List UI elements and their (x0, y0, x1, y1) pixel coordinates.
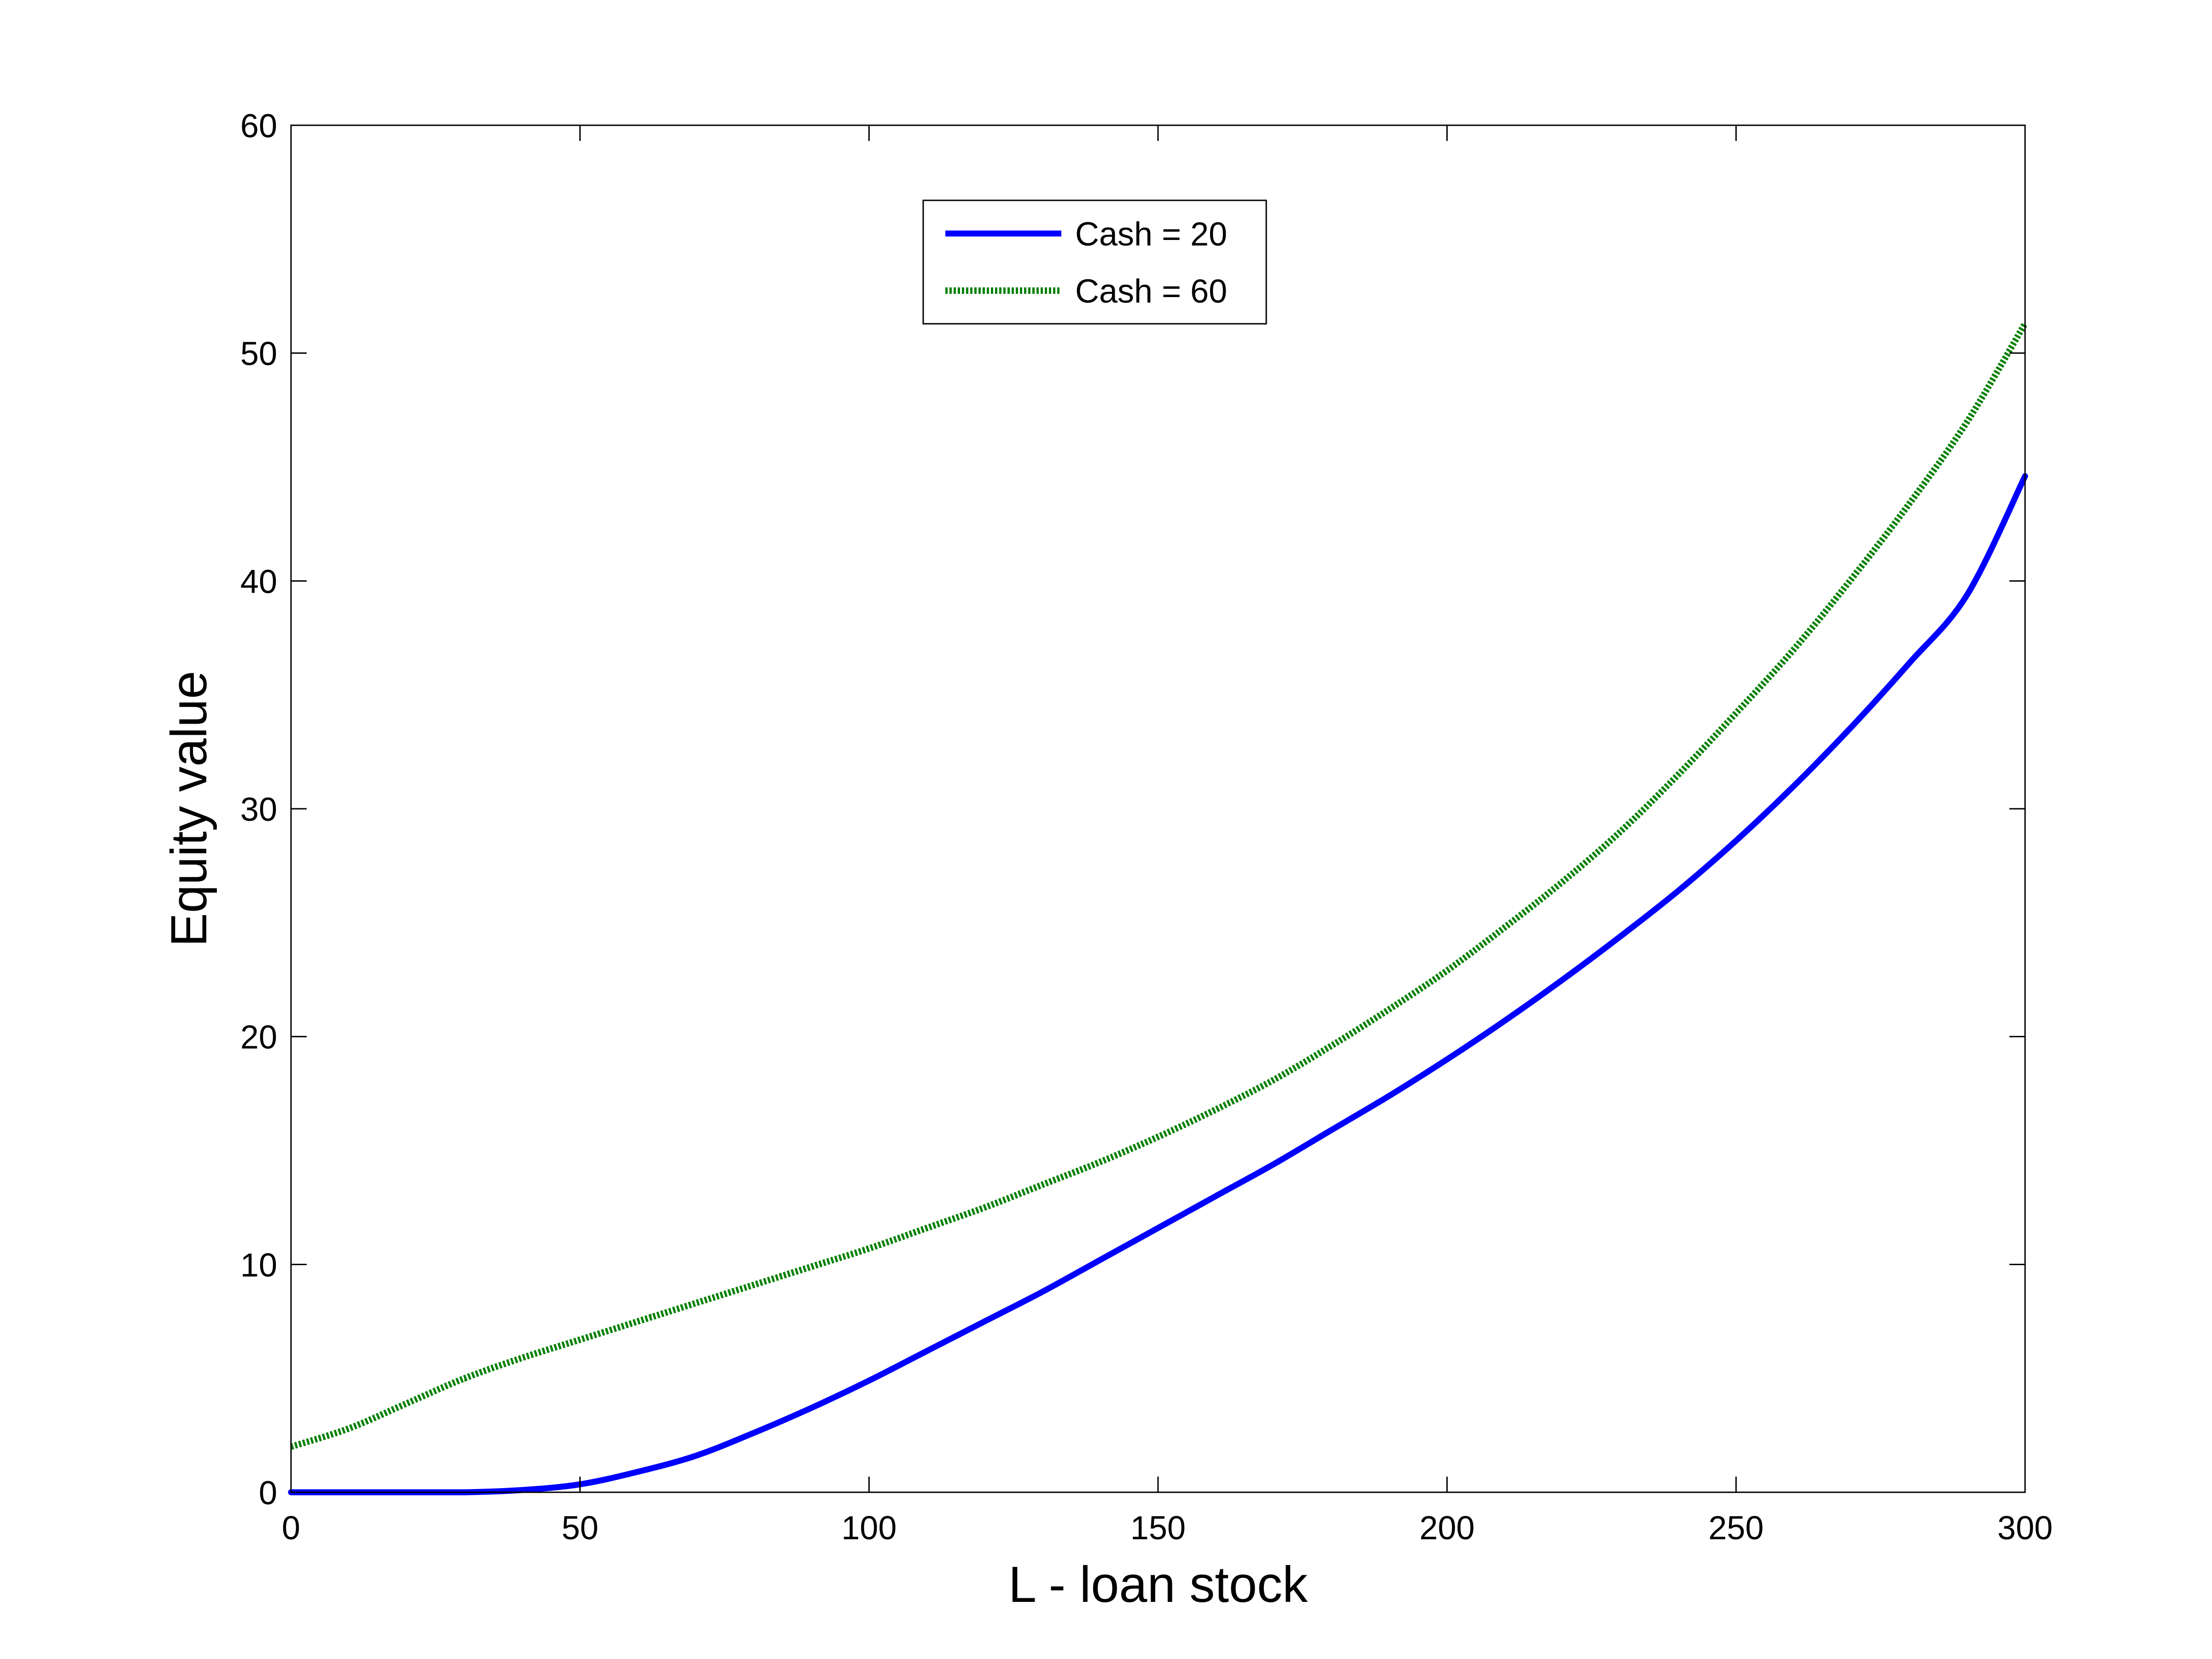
y-tick-label: 40 (240, 563, 277, 600)
x-tick-label: 50 (562, 1510, 599, 1547)
x-tick-label: 300 (1997, 1510, 2053, 1547)
y-tick-label: 50 (240, 336, 277, 373)
legend: Cash = 20 Cash = 60 (922, 199, 1267, 325)
plot-area (288, 321, 2028, 1495)
y-tick-label: 10 (240, 1247, 277, 1284)
legend-label-cash-60: Cash = 60 (1075, 273, 1227, 310)
x-tick-label: 250 (1708, 1510, 1764, 1547)
legend-label-cash-20: Cash = 20 (1075, 216, 1227, 253)
series-line-cash-60 (290, 321, 2028, 1450)
x-tick-label: 200 (1420, 1510, 1475, 1547)
x-axis-label: L - loan stock (1008, 1556, 1308, 1613)
x-tick-label: 150 (1130, 1510, 1186, 1547)
axes-frame (290, 124, 2026, 1493)
y-axis-label: Equity value (161, 671, 217, 946)
tick-labels: 0 50 100 150 200 250 300 0 10 20 30 40 50 60 (240, 108, 2053, 1547)
y-tick-label: 0 (259, 1475, 277, 1512)
y-tick-label: 60 (240, 108, 277, 145)
series-line-cash-20 (288, 473, 2028, 1495)
y-tick-label: 20 (240, 1019, 277, 1056)
legend-box (922, 199, 1267, 325)
x-tick-label: 0 (282, 1510, 300, 1547)
y-tick-label: 30 (240, 791, 277, 828)
x-tick-label: 100 (841, 1510, 896, 1547)
